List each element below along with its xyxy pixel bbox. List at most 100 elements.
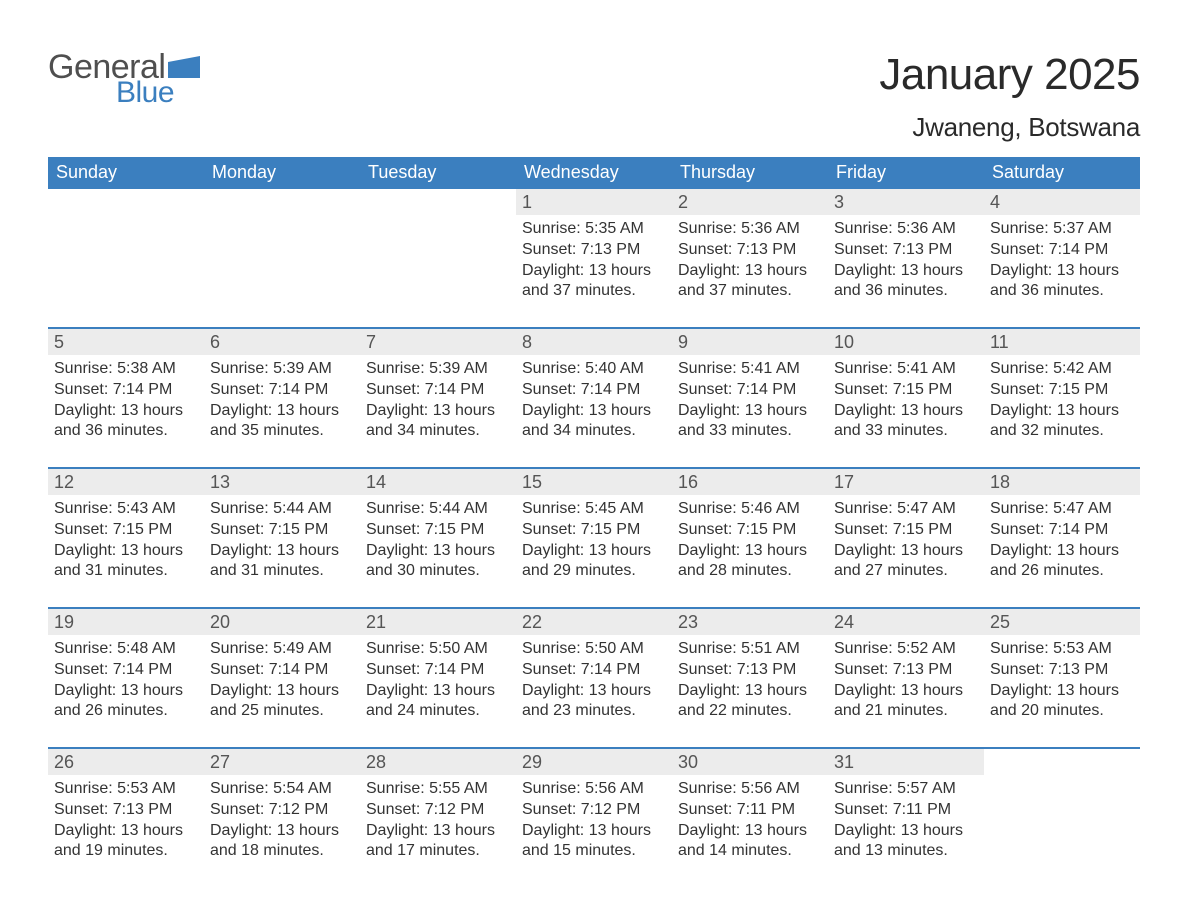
sunrise-text: Sunrise: 5:54 AM: [210, 779, 354, 800]
sunset-text: Sunset: 7:13 PM: [54, 800, 198, 821]
day-number-bar: [204, 189, 360, 215]
sunset-text: Sunset: 7:13 PM: [990, 660, 1134, 681]
day-body: Sunrise: 5:50 AMSunset: 7:14 PMDaylight:…: [516, 635, 672, 722]
day-body: [360, 215, 516, 219]
week-row: 26Sunrise: 5:53 AMSunset: 7:13 PMDayligh…: [48, 747, 1140, 887]
day-cell: [204, 189, 360, 327]
day-body: Sunrise: 5:48 AMSunset: 7:14 PMDaylight:…: [48, 635, 204, 722]
day-number-bar: 18: [984, 469, 1140, 495]
day-body: Sunrise: 5:35 AMSunset: 7:13 PMDaylight:…: [516, 215, 672, 302]
day-number: 27: [210, 752, 230, 772]
sunrise-text: Sunrise: 5:39 AM: [210, 359, 354, 380]
day-cell: [48, 189, 204, 327]
day-cell: 29 Sunrise: 5:56 AMSunset: 7:12 PMDayligh…: [516, 749, 672, 887]
day-number-bar: 5: [48, 329, 204, 355]
day-number: 22: [522, 612, 542, 632]
sunrise-text: Sunrise: 5:41 AM: [834, 359, 978, 380]
weekday-header: Wednesday: [516, 157, 672, 189]
day-cell: 16Sunrise: 5:46 AMSunset: 7:15 PMDayligh…: [672, 469, 828, 607]
sunrise-text: Sunrise: 5:39 AM: [366, 359, 510, 380]
sunset-text: Sunset: 7:15 PM: [678, 520, 822, 541]
day-body: Sunrise: 5:54 AMSunset: 7:12 PMDaylight:…: [204, 775, 360, 862]
sunset-text: Sunset: 7:11 PM: [834, 800, 978, 821]
day-number-bar: 27: [204, 749, 360, 775]
daylight2-text: and 21 minutes.: [834, 701, 978, 722]
day-body: Sunrise: 5:57 AMSunset: 7:11 PMDaylight:…: [828, 775, 984, 862]
day-number-bar: 28: [360, 749, 516, 775]
daylight2-text: and 26 minutes.: [990, 561, 1134, 582]
daylight1-text: Daylight: 13 hours: [522, 261, 666, 282]
sunset-text: Sunset: 7:13 PM: [834, 240, 978, 261]
day-number: 31: [834, 752, 854, 772]
day-number: 28: [366, 752, 386, 772]
day-number-bar: 30: [672, 749, 828, 775]
daylight1-text: Daylight: 13 hours: [834, 681, 978, 702]
day-body: Sunrise: 5:55 AMSunset: 7:12 PMDaylight:…: [360, 775, 516, 862]
sunrise-text: Sunrise: 5:36 AM: [834, 219, 978, 240]
daylight1-text: Daylight: 13 hours: [834, 261, 978, 282]
daylight2-text: and 31 minutes.: [210, 561, 354, 582]
daylight2-text: and 23 minutes.: [522, 701, 666, 722]
day-cell: 15Sunrise: 5:45 AMSunset: 7:15 PMDayligh…: [516, 469, 672, 607]
day-cell: 23Sunrise: 5:51 AMSunset: 7:13 PMDayligh…: [672, 609, 828, 747]
sunset-text: Sunset: 7:14 PM: [210, 660, 354, 681]
day-number: 29: [522, 752, 542, 772]
day-number-bar: [360, 189, 516, 215]
sunrise-text: Sunrise: 5:46 AM: [678, 499, 822, 520]
day-cell: 8Sunrise: 5:40 AMSunset: 7:14 PMDaylight…: [516, 329, 672, 467]
day-body: Sunrise: 5:39 AMSunset: 7:14 PMDaylight:…: [204, 355, 360, 442]
daylight2-text: and 37 minutes.: [522, 281, 666, 302]
daylight1-text: Daylight: 13 hours: [366, 401, 510, 422]
day-body: Sunrise: 5:40 AMSunset: 7:14 PMDaylight:…: [516, 355, 672, 442]
sunset-text: Sunset: 7:15 PM: [366, 520, 510, 541]
sunset-text: Sunset: 7:15 PM: [834, 380, 978, 401]
week-row: 12Sunrise: 5:43 AMSunset: 7:15 PMDayligh…: [48, 467, 1140, 607]
day-body: Sunrise: 5:36 AMSunset: 7:13 PMDaylight:…: [672, 215, 828, 302]
day-body: [984, 775, 1140, 779]
sunrise-text: Sunrise: 5:36 AM: [678, 219, 822, 240]
daylight2-text: and 28 minutes.: [678, 561, 822, 582]
day-cell: 18Sunrise: 5:47 AMSunset: 7:14 PMDayligh…: [984, 469, 1140, 607]
day-number-bar: 19: [48, 609, 204, 635]
day-number-bar: 13: [204, 469, 360, 495]
daylight2-text: and 29 minutes.: [522, 561, 666, 582]
week-row: 1Sunrise: 5:35 AMSunset: 7:13 PMDaylight…: [48, 189, 1140, 327]
daylight2-text: and 31 minutes.: [54, 561, 198, 582]
weekday-header-row: Sunday Monday Tuesday Wednesday Thursday…: [48, 157, 1140, 189]
daylight1-text: Daylight: 13 hours: [678, 261, 822, 282]
day-cell: 22 Sunrise: 5:50 AMSunset: 7:14 PMDayligh…: [516, 609, 672, 747]
daylight1-text: Daylight: 13 hours: [210, 681, 354, 702]
sunset-text: Sunset: 7:15 PM: [522, 520, 666, 541]
day-body: Sunrise: 5:46 AMSunset: 7:15 PMDaylight:…: [672, 495, 828, 582]
day-number: 14: [366, 472, 386, 492]
day-cell: 30Sunrise: 5:56 AMSunset: 7:11 PMDayligh…: [672, 749, 828, 887]
daylight1-text: Daylight: 13 hours: [990, 541, 1134, 562]
day-number: 19: [54, 612, 74, 632]
weekday-header: Monday: [204, 157, 360, 189]
day-number-bar: 7: [360, 329, 516, 355]
day-number: 18: [990, 472, 1010, 492]
page-title: January 2025: [879, 50, 1140, 100]
day-number: 24: [834, 612, 854, 632]
day-cell: 1Sunrise: 5:35 AMSunset: 7:13 PMDaylight…: [516, 189, 672, 327]
sunrise-text: Sunrise: 5:55 AM: [366, 779, 510, 800]
day-body: Sunrise: 5:56 AMSunset: 7:12 PMDaylight:…: [516, 775, 672, 862]
weekday-header: Sunday: [48, 157, 204, 189]
sunset-text: Sunset: 7:14 PM: [522, 380, 666, 401]
day-body: Sunrise: 5:56 AMSunset: 7:11 PMDaylight:…: [672, 775, 828, 862]
day-number-bar: [984, 749, 1140, 775]
day-number-bar: 24: [828, 609, 984, 635]
day-cell: 9Sunrise: 5:41 AMSunset: 7:14 PMDaylight…: [672, 329, 828, 467]
sunrise-text: Sunrise: 5:45 AM: [522, 499, 666, 520]
sunset-text: Sunset: 7:15 PM: [54, 520, 198, 541]
day-cell: [360, 189, 516, 327]
sunset-text: Sunset: 7:14 PM: [990, 240, 1134, 261]
daylight2-text: and 26 minutes.: [54, 701, 198, 722]
day-body: Sunrise: 5:47 AMSunset: 7:15 PMDaylight:…: [828, 495, 984, 582]
sunset-text: Sunset: 7:13 PM: [522, 240, 666, 261]
day-cell: 21Sunrise: 5:50 AMSunset: 7:14 PMDayligh…: [360, 609, 516, 747]
daylight1-text: Daylight: 13 hours: [678, 681, 822, 702]
sunrise-text: Sunrise: 5:42 AM: [990, 359, 1134, 380]
day-number: 7: [366, 332, 376, 352]
sunrise-text: Sunrise: 5:49 AM: [210, 639, 354, 660]
